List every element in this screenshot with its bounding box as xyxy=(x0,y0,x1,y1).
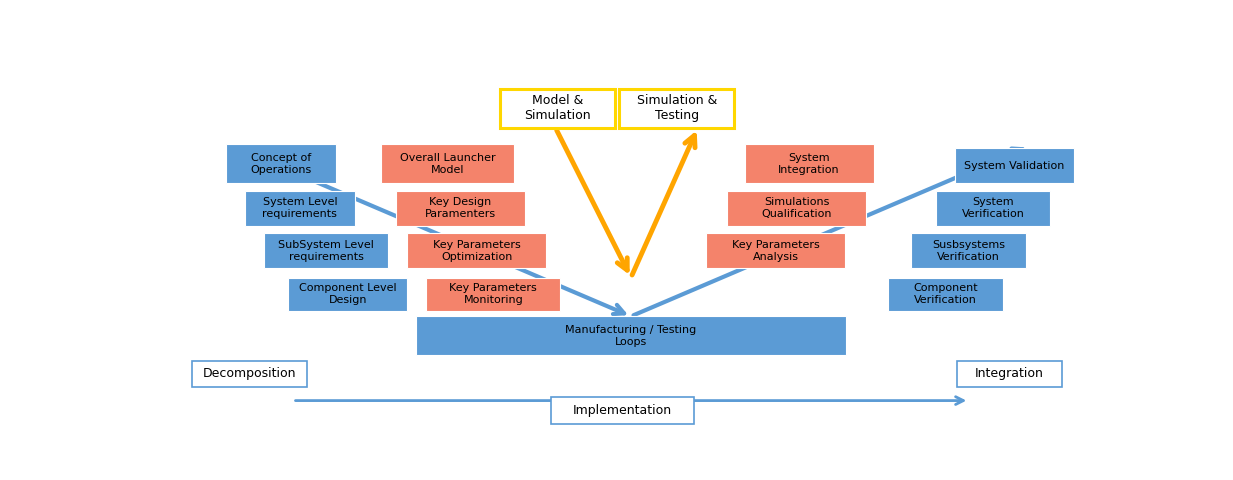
Text: Overall Launcher
Model: Overall Launcher Model xyxy=(399,153,496,175)
FancyBboxPatch shape xyxy=(192,360,307,387)
FancyBboxPatch shape xyxy=(407,233,546,268)
FancyBboxPatch shape xyxy=(416,316,846,355)
FancyBboxPatch shape xyxy=(396,191,525,226)
FancyBboxPatch shape xyxy=(888,277,1002,311)
Text: System Level
requirements: System Level requirements xyxy=(263,197,338,219)
Text: Key Design
Paramenters: Key Design Paramenters xyxy=(425,197,496,219)
Text: Implementation: Implementation xyxy=(573,404,672,417)
Text: System Validation: System Validation xyxy=(964,161,1065,171)
Text: Key Parameters
Optimization: Key Parameters Optimization xyxy=(433,240,520,262)
FancyBboxPatch shape xyxy=(745,144,874,183)
FancyBboxPatch shape xyxy=(911,233,1026,268)
FancyBboxPatch shape xyxy=(727,191,866,226)
Text: Susbsystems
Verification: Susbsystems Verification xyxy=(932,240,1005,262)
FancyBboxPatch shape xyxy=(551,397,694,423)
FancyBboxPatch shape xyxy=(381,144,514,183)
FancyBboxPatch shape xyxy=(954,148,1074,183)
Text: Integration: Integration xyxy=(975,368,1044,381)
Text: Component Level
Design: Component Level Design xyxy=(298,283,397,305)
Text: System
Verification: System Verification xyxy=(962,197,1025,219)
FancyBboxPatch shape xyxy=(226,144,335,183)
Text: Key Parameters
Analysis: Key Parameters Analysis xyxy=(732,240,820,262)
Text: Model &
Simulation: Model & Simulation xyxy=(524,95,591,122)
Text: Key Parameters
Monitoring: Key Parameters Monitoring xyxy=(450,283,538,305)
Text: Simulations
Qualification: Simulations Qualification xyxy=(762,197,832,219)
FancyBboxPatch shape xyxy=(936,191,1051,226)
Text: Decomposition: Decomposition xyxy=(203,368,296,381)
Text: Concept of
Operations: Concept of Operations xyxy=(250,153,312,175)
FancyBboxPatch shape xyxy=(707,233,845,268)
FancyBboxPatch shape xyxy=(427,277,560,311)
FancyBboxPatch shape xyxy=(619,89,734,128)
FancyBboxPatch shape xyxy=(264,233,388,268)
Text: Component
Verification: Component Verification xyxy=(912,283,978,305)
FancyBboxPatch shape xyxy=(289,277,407,311)
Text: SubSystem Level
requirements: SubSystem Level requirements xyxy=(279,240,374,262)
FancyBboxPatch shape xyxy=(501,89,615,128)
Text: System
Integration: System Integration xyxy=(778,153,840,175)
FancyBboxPatch shape xyxy=(957,360,1062,387)
FancyBboxPatch shape xyxy=(245,191,355,226)
Text: Manufacturing / Testing
Loops: Manufacturing / Testing Loops xyxy=(566,325,697,347)
Text: Simulation &
Testing: Simulation & Testing xyxy=(636,95,718,122)
